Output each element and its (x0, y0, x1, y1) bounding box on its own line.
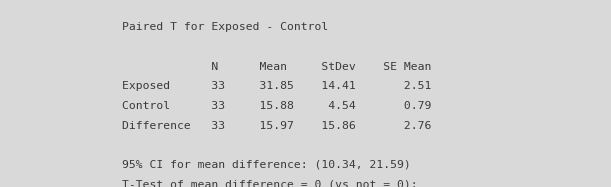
Text: 95% CI for mean difference: (10.34, 21.59): 95% CI for mean difference: (10.34, 21.5… (122, 160, 411, 170)
Text: N      Mean     StDev    SE Mean: N Mean StDev SE Mean (122, 62, 431, 72)
Text: Control      33     15.88     4.54       0.79: Control 33 15.88 4.54 0.79 (122, 101, 431, 111)
Text: Paired T for Exposed - Control: Paired T for Exposed - Control (122, 22, 329, 32)
Text: Exposed      33     31.85    14.41       2.51: Exposed 33 31.85 14.41 2.51 (122, 81, 431, 91)
Text: Difference   33     15.97    15.86       2.76: Difference 33 15.97 15.86 2.76 (122, 121, 431, 131)
Text: T-Test of mean difference = 0 (vs not = 0):: T-Test of mean difference = 0 (vs not = … (122, 180, 418, 187)
